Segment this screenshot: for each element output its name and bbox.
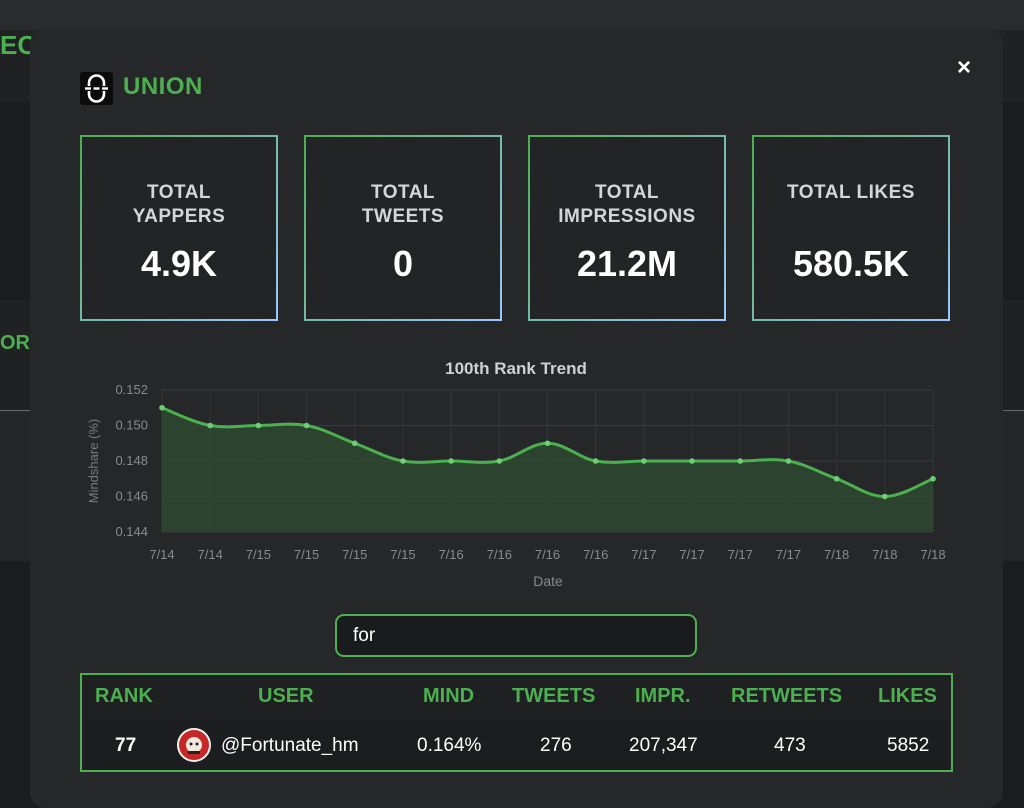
background-topbar: [0, 0, 1024, 30]
cell-retweets: 473: [774, 735, 806, 756]
x-tick-label: 7/15: [390, 547, 415, 562]
x-tick-label: 7/14: [198, 547, 223, 562]
x-tick-label: 7/15: [342, 547, 367, 562]
x-tick-label: 7/16: [583, 547, 608, 562]
stat-label: TOTAL YAPPERS: [132, 182, 226, 227]
column-header-impr[interactable]: IMPR.: [635, 685, 691, 707]
y-tick-label: 0.148: [115, 453, 148, 468]
x-tick-label: 7/14: [149, 547, 174, 562]
cell-rank: 77: [115, 735, 137, 756]
series-area-fill: [162, 407, 933, 532]
data-point: [882, 493, 888, 500]
y-tick-label: 0.152: [115, 382, 148, 397]
stat-value: 0: [392, 243, 414, 284]
background-partial-label: OR: [0, 332, 30, 354]
x-tick-label: 7/17: [679, 547, 704, 562]
data-point: [159, 404, 165, 411]
stat-value: 4.9K: [140, 243, 218, 284]
stat-label: TOTAL IMPRESSIONS: [558, 182, 696, 227]
y-axis-label: Mindshare (%): [86, 419, 101, 504]
data-point: [400, 458, 406, 464]
y-tick-label: 0.146: [115, 489, 148, 504]
data-point: [737, 458, 744, 464]
stat-label: TOTAL TWEETS: [361, 182, 445, 227]
x-tick-label: 7/17: [776, 547, 801, 562]
column-header-retweets[interactable]: RETWEETS: [731, 685, 843, 707]
x-tick-label: 7/16: [487, 547, 512, 562]
data-point: [448, 458, 454, 464]
close-icon[interactable]: ×: [956, 54, 971, 81]
x-tick-label: 7/17: [728, 547, 753, 562]
x-tick-label: 7/16: [535, 547, 560, 562]
cell-tweets: 276: [540, 735, 572, 756]
data-point: [496, 458, 503, 464]
x-tick-label: 7/15: [294, 547, 319, 562]
column-header-mind[interactable]: MIND: [423, 685, 475, 707]
data-point: [544, 440, 551, 447]
x-axis-label: Date: [533, 573, 563, 589]
x-tick-label: 7/16: [438, 547, 463, 562]
column-header-user[interactable]: USER: [258, 685, 314, 707]
y-tick-label: 0.150: [115, 418, 148, 433]
x-tick-label: 7/18: [920, 547, 945, 562]
cell-mind: 0.164%: [417, 735, 482, 756]
column-header-likes[interactable]: LIKES: [878, 685, 937, 707]
stat-value: 21.2M: [576, 243, 678, 284]
x-tick-label: 7/17: [631, 547, 656, 562]
rank-trend-chart: 0.144 0.146 0.148 0.150 0.152 7/14 7/14 7/15 7/1…: [86, 359, 946, 589]
table-row[interactable]: 77 @Fortunate_hm 0.164% 276 207,347 473 …: [84, 720, 949, 770]
y-tick-label: 0.144: [115, 524, 148, 539]
data-point: [351, 440, 358, 447]
stat-card-tweets: TOTAL TWEETS 0: [304, 135, 502, 321]
data-point: [833, 475, 840, 482]
cell-user[interactable]: @Fortunate_hm: [221, 735, 359, 756]
data-point: [592, 458, 599, 464]
stat-card-impressions: TOTAL IMPRESSIONS 21.2M: [528, 135, 726, 321]
data-point: [689, 458, 695, 464]
cell-likes: 5852: [887, 735, 930, 756]
data-point: [207, 422, 213, 429]
chart-title: 100th Rank Trend: [445, 359, 587, 378]
column-header-rank[interactable]: RANK: [95, 685, 153, 707]
data-point: [930, 475, 936, 482]
search-input[interactable]: [335, 614, 697, 657]
cell-impressions: 207,347: [629, 735, 698, 756]
data-point: [303, 422, 310, 429]
avatar: [177, 728, 211, 762]
data-point: [255, 422, 262, 429]
stat-card-likes: TOTAL LIKES 580.5K: [752, 135, 950, 321]
x-tick-label: 7/15: [246, 547, 271, 562]
leaderboard-table: RANK USER MIND TWEETS IMPR. RETWEETS LIK…: [80, 673, 953, 772]
union-logo: [80, 72, 113, 105]
data-point: [785, 458, 792, 464]
x-tick-label: 7/18: [872, 547, 897, 562]
modal-title: UNION: [123, 73, 203, 100]
stat-label: TOTAL LIKES: [787, 182, 915, 203]
stat-value: 580.5K: [792, 243, 910, 284]
x-tick-label: 7/18: [824, 547, 849, 562]
column-header-tweets[interactable]: TWEETS: [512, 685, 596, 707]
stat-card-yappers: TOTAL YAPPERS 4.9K: [80, 135, 278, 321]
data-point: [641, 458, 647, 464]
